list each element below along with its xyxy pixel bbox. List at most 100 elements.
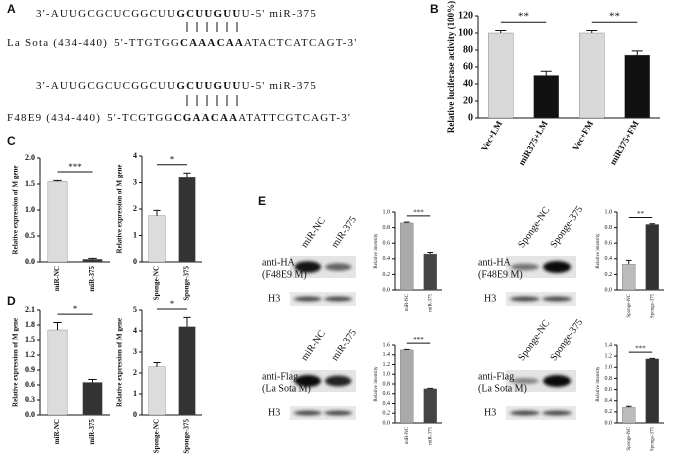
x-tick-label: Sponge-375 bbox=[183, 266, 191, 301]
y-tick-label: 0.4 bbox=[605, 398, 613, 404]
y-tick-label: 0.8 bbox=[605, 225, 613, 231]
y-tick-label: 0.0 bbox=[605, 420, 613, 426]
y-tick-label: 120 bbox=[458, 10, 473, 21]
x-tick-label: Sponge-375 bbox=[650, 294, 655, 319]
x-tick-label: Sponge-NC bbox=[627, 426, 632, 450]
y-tick-label: 1.0 bbox=[383, 209, 391, 215]
y-tick-label: 4 bbox=[133, 151, 137, 160]
error-bar bbox=[625, 405, 632, 408]
blot-background bbox=[506, 292, 576, 306]
bar bbox=[47, 329, 68, 416]
x-tick-label: Vec+FM bbox=[570, 119, 595, 153]
blot-band bbox=[510, 263, 539, 271]
blot-background bbox=[290, 406, 356, 420]
panel-label: A bbox=[7, 2, 16, 16]
y-axis-label: Relative expression of M gene bbox=[12, 318, 20, 407]
lane-label: miR-NC bbox=[299, 215, 328, 250]
y-tick-label: 0.0 bbox=[25, 410, 35, 419]
y-tick-label: 0 bbox=[468, 112, 473, 123]
loading-band bbox=[510, 296, 540, 302]
y-tick-label: 1.5 bbox=[25, 179, 35, 188]
y-tick-label: 4 bbox=[133, 326, 137, 335]
y-tick-label: 3 bbox=[133, 177, 137, 186]
bar bbox=[178, 177, 196, 263]
x-tick-label: Sponge-NC bbox=[627, 293, 632, 317]
blot-background bbox=[290, 292, 356, 306]
x-tick-label: miR-NC bbox=[405, 293, 410, 311]
y-axis-label: Relative luciferase activity (100%) bbox=[446, 1, 456, 133]
significance-label: *** bbox=[413, 336, 424, 344]
y-tick-label: 1.2 bbox=[383, 362, 391, 368]
bar bbox=[400, 349, 414, 424]
error-bar bbox=[649, 223, 656, 225]
mirna-sequence: 3'-AUUGCGCUCGGCUUGCUUGUUU-5' miR-375 bbox=[36, 8, 317, 20]
error-bar bbox=[649, 357, 656, 359]
y-tick-label: 0.0 bbox=[25, 257, 35, 266]
x-tick-label: miR-NC bbox=[405, 426, 410, 444]
bar bbox=[82, 382, 103, 416]
y-tick-label: 0.8 bbox=[383, 225, 391, 231]
y-axis-label: Relative intensity bbox=[596, 366, 601, 402]
loading-label: H3 bbox=[484, 293, 496, 304]
x-tick-label: Sponge-375 bbox=[183, 419, 191, 454]
loading-band bbox=[324, 296, 353, 302]
error-bar bbox=[403, 221, 410, 223]
y-tick-label: 0.2 bbox=[605, 272, 613, 278]
loading-label: H3 bbox=[268, 407, 280, 418]
antibody-target: (La Sota M) bbox=[262, 383, 311, 394]
significance-label: * bbox=[170, 299, 175, 309]
x-tick-label: miR375+FM bbox=[608, 119, 641, 167]
error-bar bbox=[495, 29, 507, 33]
y-axis-label: Relative intensity bbox=[374, 233, 379, 269]
blot-band bbox=[510, 378, 539, 384]
y-tick-label: 0.9 bbox=[25, 365, 35, 374]
lane-label: Sponge-375 bbox=[548, 204, 585, 250]
y-tick-label: 1.6 bbox=[383, 342, 391, 348]
y-tick-label: 1.0 bbox=[383, 372, 391, 378]
y-tick-label: 0.0 bbox=[383, 287, 391, 293]
y-tick-label: 80 bbox=[463, 44, 473, 55]
y-tick-label: 2 bbox=[133, 368, 137, 377]
y-tick-label: 0.6 bbox=[383, 391, 391, 397]
x-tick-label: miR-375 bbox=[88, 419, 96, 445]
error-bar bbox=[625, 259, 632, 265]
loading-label: H3 bbox=[268, 293, 280, 304]
y-tick-label: 1.4 bbox=[383, 352, 391, 358]
x-tick-label: miR-375 bbox=[88, 266, 96, 292]
y-tick-label: 40 bbox=[463, 78, 473, 89]
x-tick-label: Vec+LM bbox=[479, 119, 505, 153]
panel-label: C bbox=[7, 134, 16, 148]
error-bar bbox=[88, 379, 97, 383]
significance-label: *** bbox=[68, 162, 82, 172]
blot-band bbox=[294, 261, 322, 273]
antibody-target: (F48E9 M) bbox=[262, 269, 307, 280]
bar bbox=[533, 75, 559, 119]
y-tick-label: 0.3 bbox=[25, 395, 35, 404]
x-tick-label: Sponge-NC bbox=[153, 419, 161, 453]
significance-label: *** bbox=[413, 209, 424, 217]
error-bar bbox=[427, 252, 434, 255]
y-axis-label: Relative expression of M gene bbox=[116, 165, 124, 254]
bar bbox=[400, 222, 414, 291]
antibody-label: anti-Flag bbox=[478, 371, 514, 382]
y-tick-label: 2.1 bbox=[25, 305, 35, 314]
y-tick-label: 0 bbox=[133, 410, 137, 419]
error-bar bbox=[586, 29, 598, 33]
panel-label: D bbox=[7, 294, 16, 308]
antibody-target: (La Sota M) bbox=[478, 383, 527, 394]
y-tick-label: 0.4 bbox=[383, 401, 391, 407]
y-tick-label: 1.4 bbox=[605, 342, 613, 348]
bar bbox=[579, 32, 605, 119]
y-tick-label: 1.0 bbox=[605, 365, 613, 371]
x-tick-label: miR-375 bbox=[428, 427, 433, 445]
blot-band bbox=[324, 263, 352, 271]
y-tick-label: 3 bbox=[133, 347, 137, 356]
bar bbox=[423, 253, 437, 291]
significance-label: *** bbox=[635, 345, 646, 353]
lane-label: Sponge-NC bbox=[516, 205, 552, 250]
x-tick-label: miR-NC bbox=[53, 419, 61, 444]
y-tick-label: 1.2 bbox=[25, 350, 35, 359]
y-tick-label: 0.6 bbox=[605, 387, 613, 393]
error-bar bbox=[53, 322, 62, 330]
